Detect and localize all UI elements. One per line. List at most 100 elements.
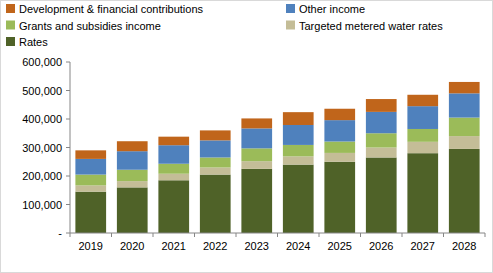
x-tick-label: 2025 xyxy=(328,240,352,252)
bar-segment xyxy=(283,112,314,125)
bar-segment xyxy=(158,145,189,164)
y-tick xyxy=(66,204,70,205)
x-tick-label: 2022 xyxy=(203,240,227,252)
x-tick xyxy=(194,233,195,237)
bar-segment xyxy=(449,118,480,137)
legend-swatch xyxy=(6,21,15,30)
bar-segment xyxy=(324,109,355,120)
legend-item: Rates xyxy=(6,36,48,48)
bar-segment xyxy=(324,162,355,233)
legend-label: Rates xyxy=(19,36,48,48)
bar-segment xyxy=(407,95,438,106)
x-tick-label: 2027 xyxy=(411,240,435,252)
legend-swatch xyxy=(286,4,295,13)
y-tick xyxy=(66,233,70,234)
y-tick-label: 400,000 xyxy=(22,113,62,125)
y-tick-label: 100,000 xyxy=(22,199,62,211)
y-tick xyxy=(66,119,70,120)
chart-frame xyxy=(1,1,493,273)
y-tick xyxy=(66,176,70,177)
legend-item: Grants and subsidies income xyxy=(6,20,161,32)
legend-item: Targeted metered water rates xyxy=(286,20,443,32)
bar-segment xyxy=(200,157,231,167)
x-tick xyxy=(402,233,403,237)
bar-segment xyxy=(449,82,480,93)
bar-segment xyxy=(241,118,272,128)
bar-segment xyxy=(324,120,355,141)
bar-segment xyxy=(283,145,314,156)
bar-segment xyxy=(200,140,231,157)
x-tick xyxy=(153,233,154,237)
legend-label: Grants and subsidies income xyxy=(19,20,161,32)
y-tick xyxy=(66,62,70,63)
bar-segment xyxy=(241,161,272,169)
x-tick-label: 2019 xyxy=(79,240,103,252)
bar-segment xyxy=(366,148,397,158)
x-tick-label: 2021 xyxy=(162,240,186,252)
y-tick-label: 300,000 xyxy=(22,142,62,154)
y-tick-label: 600,000 xyxy=(22,56,62,68)
x-tick-label: 2024 xyxy=(286,240,310,252)
bar-segment xyxy=(407,129,438,142)
y-tick xyxy=(66,147,70,148)
bar-segment xyxy=(117,187,148,233)
x-tick xyxy=(360,233,361,237)
bar-segment xyxy=(366,133,397,147)
legend-swatch xyxy=(286,21,295,30)
bar-segment xyxy=(200,167,231,174)
x-tick-label: 2028 xyxy=(452,240,476,252)
bar-segment xyxy=(75,150,106,159)
y-tick-label: 200,000 xyxy=(22,170,62,182)
bar-segment xyxy=(117,151,148,170)
bar-segment xyxy=(407,142,438,153)
x-tick xyxy=(277,233,278,237)
x-tick xyxy=(319,233,320,237)
bar-segment xyxy=(449,136,480,149)
bar-segment xyxy=(117,181,148,187)
bars xyxy=(75,82,479,233)
legend-swatch xyxy=(6,37,15,46)
bar-segment xyxy=(407,153,438,233)
y-tick-label: - xyxy=(58,227,62,239)
legend-item: Development & financial contributions xyxy=(6,3,204,15)
legend-label: Development & financial contributions xyxy=(19,3,204,15)
legend-label: Targeted metered water rates xyxy=(299,20,443,32)
bar-segment xyxy=(75,175,106,186)
legend-item: Other income xyxy=(286,3,365,15)
bar-segment xyxy=(366,157,397,233)
bar-segment xyxy=(75,159,106,175)
x-tick xyxy=(485,233,486,237)
bar-segment xyxy=(200,130,231,140)
x-tick-label: 2020 xyxy=(120,240,144,252)
bar-segment xyxy=(75,192,106,233)
y-tick xyxy=(66,90,70,91)
bar-segment xyxy=(283,165,314,233)
bar-segment xyxy=(283,125,314,145)
chart: - 100,000 200,000 300,000 400,000 500,000 600,… xyxy=(0,0,493,273)
bar-segment xyxy=(75,185,106,191)
bar-segment xyxy=(158,137,189,146)
x-tick xyxy=(70,233,71,237)
bar-segment xyxy=(449,93,480,117)
x-tick-label: 2023 xyxy=(245,240,269,252)
bar-segment xyxy=(241,128,272,148)
bar-segment xyxy=(324,153,355,162)
bar-segment xyxy=(200,175,231,233)
bar-segment xyxy=(158,174,189,181)
bar-segment xyxy=(283,156,314,164)
y-tick-label: 500,000 xyxy=(22,85,62,97)
x-tick xyxy=(236,233,237,237)
x-tick xyxy=(443,233,444,237)
bar-segment xyxy=(324,142,355,153)
bar-segment xyxy=(241,169,272,233)
bar-segment xyxy=(117,170,148,181)
y-axis xyxy=(70,62,71,233)
x-tick-label: 2026 xyxy=(369,240,393,252)
legend-label: Other income xyxy=(299,3,365,15)
bar-segment xyxy=(241,148,272,161)
legend-swatch xyxy=(6,4,15,13)
bar-segment xyxy=(158,164,189,174)
bar-segment xyxy=(366,112,397,133)
bar-segment xyxy=(407,106,438,129)
bar-segment xyxy=(366,99,397,112)
